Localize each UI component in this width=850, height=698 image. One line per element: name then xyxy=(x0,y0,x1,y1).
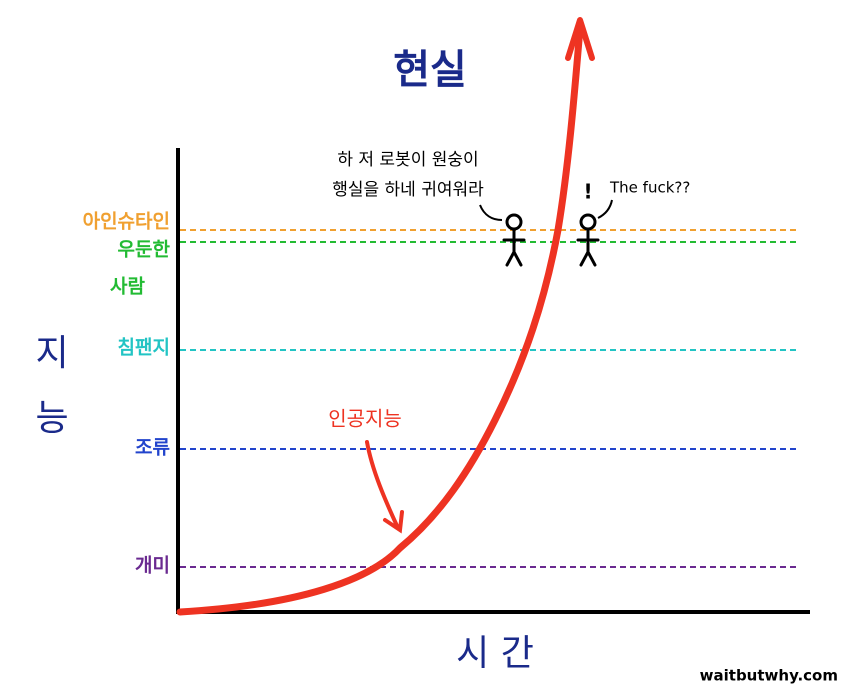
title: 현실 xyxy=(393,47,467,93)
speech-tail xyxy=(597,199,613,219)
level-label: 우둔한 xyxy=(118,239,171,261)
level-label: 조류 xyxy=(135,437,170,459)
level-label: 사람 xyxy=(110,276,145,298)
stick-figure xyxy=(576,213,600,267)
y-label: 지 xyxy=(35,333,68,374)
speech-left: 하 저 로봇이 원숭이 xyxy=(337,150,478,170)
ai-pointer xyxy=(365,440,404,534)
level-label: 침팬지 xyxy=(118,337,170,359)
speech-left: 행실을 하네 귀여워라 xyxy=(332,180,484,200)
stick-figure xyxy=(502,213,526,267)
level-label: 개미 xyxy=(135,555,170,577)
speech-right: The fuck?? xyxy=(609,179,690,197)
speech-tail xyxy=(479,204,503,221)
ai-arrowhead xyxy=(565,17,595,61)
credit: waitbutwhy.com xyxy=(700,667,838,685)
ai-curve xyxy=(176,24,584,616)
level-label: 아인슈타인 xyxy=(83,211,170,233)
x-label: 시 간 xyxy=(456,633,534,674)
y-label: 능 xyxy=(35,398,68,439)
exclaim: ! xyxy=(583,180,592,204)
ai-label: 인공지능 xyxy=(328,407,402,431)
